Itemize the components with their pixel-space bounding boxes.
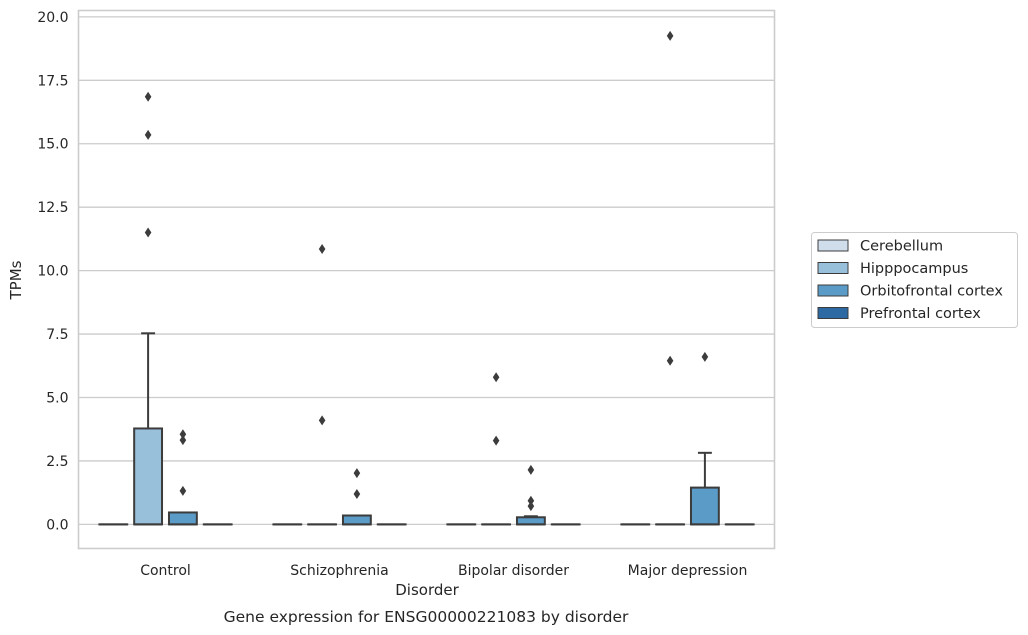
box — [689, 486, 720, 526]
legend-frame — [811, 232, 1018, 328]
box-hipppocampus — [655, 30, 686, 526]
plot-frame — [77, 9, 776, 550]
box-hipppocampus — [481, 372, 512, 526]
box-hipppocampus — [133, 91, 164, 526]
legend-label: Prefrontal cortex — [860, 306, 981, 322]
outlier-point — [144, 91, 152, 102]
box — [167, 511, 198, 526]
x-tick-label: Bipolar disorder — [458, 563, 569, 579]
y-tick-label: 2.5 — [46, 454, 68, 470]
box-hipppocampus — [307, 244, 338, 526]
legend-swatch — [817, 284, 849, 297]
box — [133, 427, 164, 526]
outlier-point — [492, 435, 500, 446]
outlier-point — [527, 464, 535, 475]
outlier-point — [527, 495, 535, 506]
box-series — [98, 30, 755, 526]
box-orbitofrontal-cortex — [515, 464, 546, 526]
outlier-point — [144, 129, 152, 140]
outlier-point — [318, 415, 326, 426]
y-tick-label: 12.5 — [37, 200, 68, 216]
y-tick-label: 5.0 — [46, 391, 68, 407]
outlier-point — [179, 429, 187, 440]
outlier-point — [353, 468, 361, 479]
box — [341, 514, 372, 526]
x-axis-label: Disorder — [395, 581, 459, 599]
x-tick-label: Control — [140, 563, 191, 579]
legend-items: Cerebellum Hipppocampus Orbitofrontal cort… — [817, 239, 1003, 322]
outlier-point — [527, 501, 535, 512]
outlier-point — [318, 244, 326, 255]
outlier-point — [666, 30, 674, 41]
legend-label: Orbitofrontal cortex — [860, 284, 1003, 300]
outlier-point — [492, 372, 500, 383]
outlier-point — [179, 485, 187, 496]
y-tick-label: 0.0 — [46, 517, 68, 533]
legend: Cerebellum Hipppocampus Orbitofrontal cort… — [811, 232, 1018, 328]
outlier-point — [179, 435, 187, 446]
gridlines — [78, 16, 775, 526]
y-tick-label: 7.5 — [46, 327, 68, 343]
y-tick-label: 15.0 — [37, 137, 68, 153]
box-orbitofrontal-cortex — [167, 429, 198, 526]
x-tick-labels: Control Schizophrenia Bipolar disorder Majo… — [140, 563, 747, 579]
box-orbitofrontal-cortex — [689, 351, 720, 526]
y-tick-label: 17.5 — [37, 73, 68, 89]
y-axis-label: TPMs — [7, 260, 25, 300]
chart-caption: Gene expression for ENSG00000221083 by d… — [224, 608, 629, 626]
x-tick-label: Schizophrenia — [290, 563, 388, 579]
legend-label: Cerebellum — [860, 239, 943, 255]
box — [515, 516, 546, 526]
outlier-point — [701, 351, 709, 362]
y-tick-label: 10.0 — [37, 264, 68, 280]
y-tick-labels: 0.0 2.5 5.0 7.5 10.0 12.5 15.0 17.5 20.0 — [37, 10, 68, 534]
outlier-point — [144, 227, 152, 238]
outlier-point — [353, 488, 361, 499]
legend-swatch — [817, 239, 849, 252]
x-tick-label: Major depression — [628, 563, 748, 579]
outlier-point — [666, 355, 674, 366]
box-orbitofrontal-cortex — [341, 468, 372, 526]
legend-label: Hipppocampus — [860, 261, 968, 277]
legend-swatch — [817, 262, 849, 274]
legend-swatch — [817, 307, 849, 319]
y-tick-label: 20.0 — [37, 10, 68, 26]
